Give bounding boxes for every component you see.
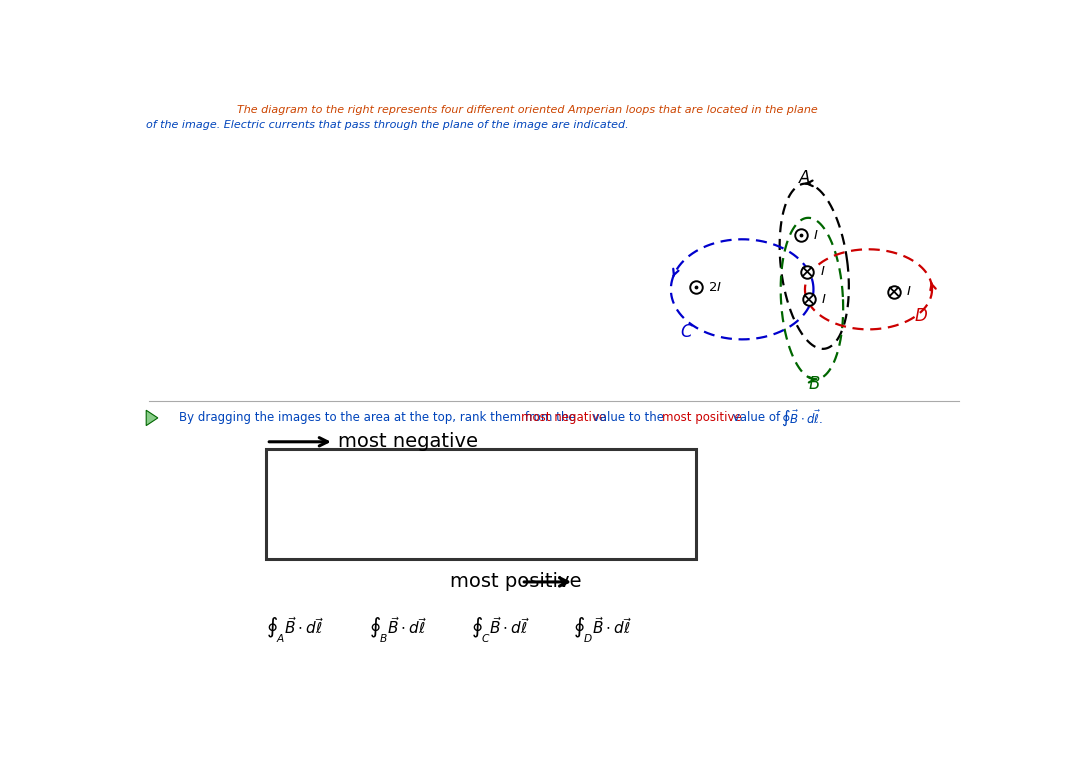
Text: A: A: [798, 168, 810, 187]
Text: C: C: [681, 322, 693, 341]
Text: The diagram to the right represents four different oriented Amperian loops that : The diagram to the right represents four…: [237, 105, 818, 115]
Text: $\oint \vec{B}\cdot d\vec{\ell}$.: $\oint \vec{B}\cdot d\vec{\ell}$.: [781, 408, 823, 427]
Text: most positive: most positive: [450, 572, 582, 591]
Text: B: B: [808, 375, 820, 393]
Text: $\oint_{C}\vec{B}\cdot d\vec{\ell}$: $\oint_{C}\vec{B}\cdot d\vec{\ell}$: [472, 616, 529, 645]
Text: most positive: most positive: [662, 411, 742, 424]
Text: most negative: most negative: [522, 411, 607, 424]
Text: $\oint_{A}\vec{B}\cdot d\vec{\ell}$: $\oint_{A}\vec{B}\cdot d\vec{\ell}$: [266, 616, 325, 645]
Text: value to the: value to the: [589, 411, 668, 424]
Text: $\oint_{D}\vec{B}\cdot d\vec{\ell}$: $\oint_{D}\vec{B}\cdot d\vec{\ell}$: [573, 616, 633, 645]
Text: $I$: $I$: [813, 229, 819, 242]
Text: $\oint_{B}\vec{B}\cdot d\vec{\ell}$: $\oint_{B}\vec{B}\cdot d\vec{\ell}$: [369, 616, 427, 645]
Text: $I$: $I$: [821, 293, 827, 306]
Text: D: D: [914, 307, 927, 325]
Text: $I$: $I$: [820, 265, 825, 278]
Text: value of: value of: [730, 411, 784, 424]
Text: most negative: most negative: [338, 432, 478, 451]
Text: of the image. Electric currents that pass through the plane of the image are ind: of the image. Electric currents that pas…: [146, 120, 628, 130]
Text: $I$: $I$: [906, 285, 911, 298]
Bar: [267, 450, 697, 559]
Polygon shape: [146, 410, 158, 426]
Text: By dragging the images to the area at the top, rank them from the: By dragging the images to the area at th…: [179, 411, 579, 424]
Text: $2I$: $2I$: [708, 280, 722, 293]
